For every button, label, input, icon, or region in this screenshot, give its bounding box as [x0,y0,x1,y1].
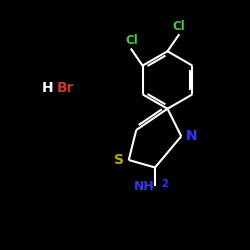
Text: NH: NH [134,180,154,193]
Text: H: H [42,80,54,94]
Text: N: N [186,129,198,143]
Text: S: S [114,153,124,167]
Text: Cl: Cl [172,20,185,33]
Text: Cl: Cl [125,34,138,48]
Text: Br: Br [56,80,74,94]
Text: 2: 2 [161,179,168,189]
